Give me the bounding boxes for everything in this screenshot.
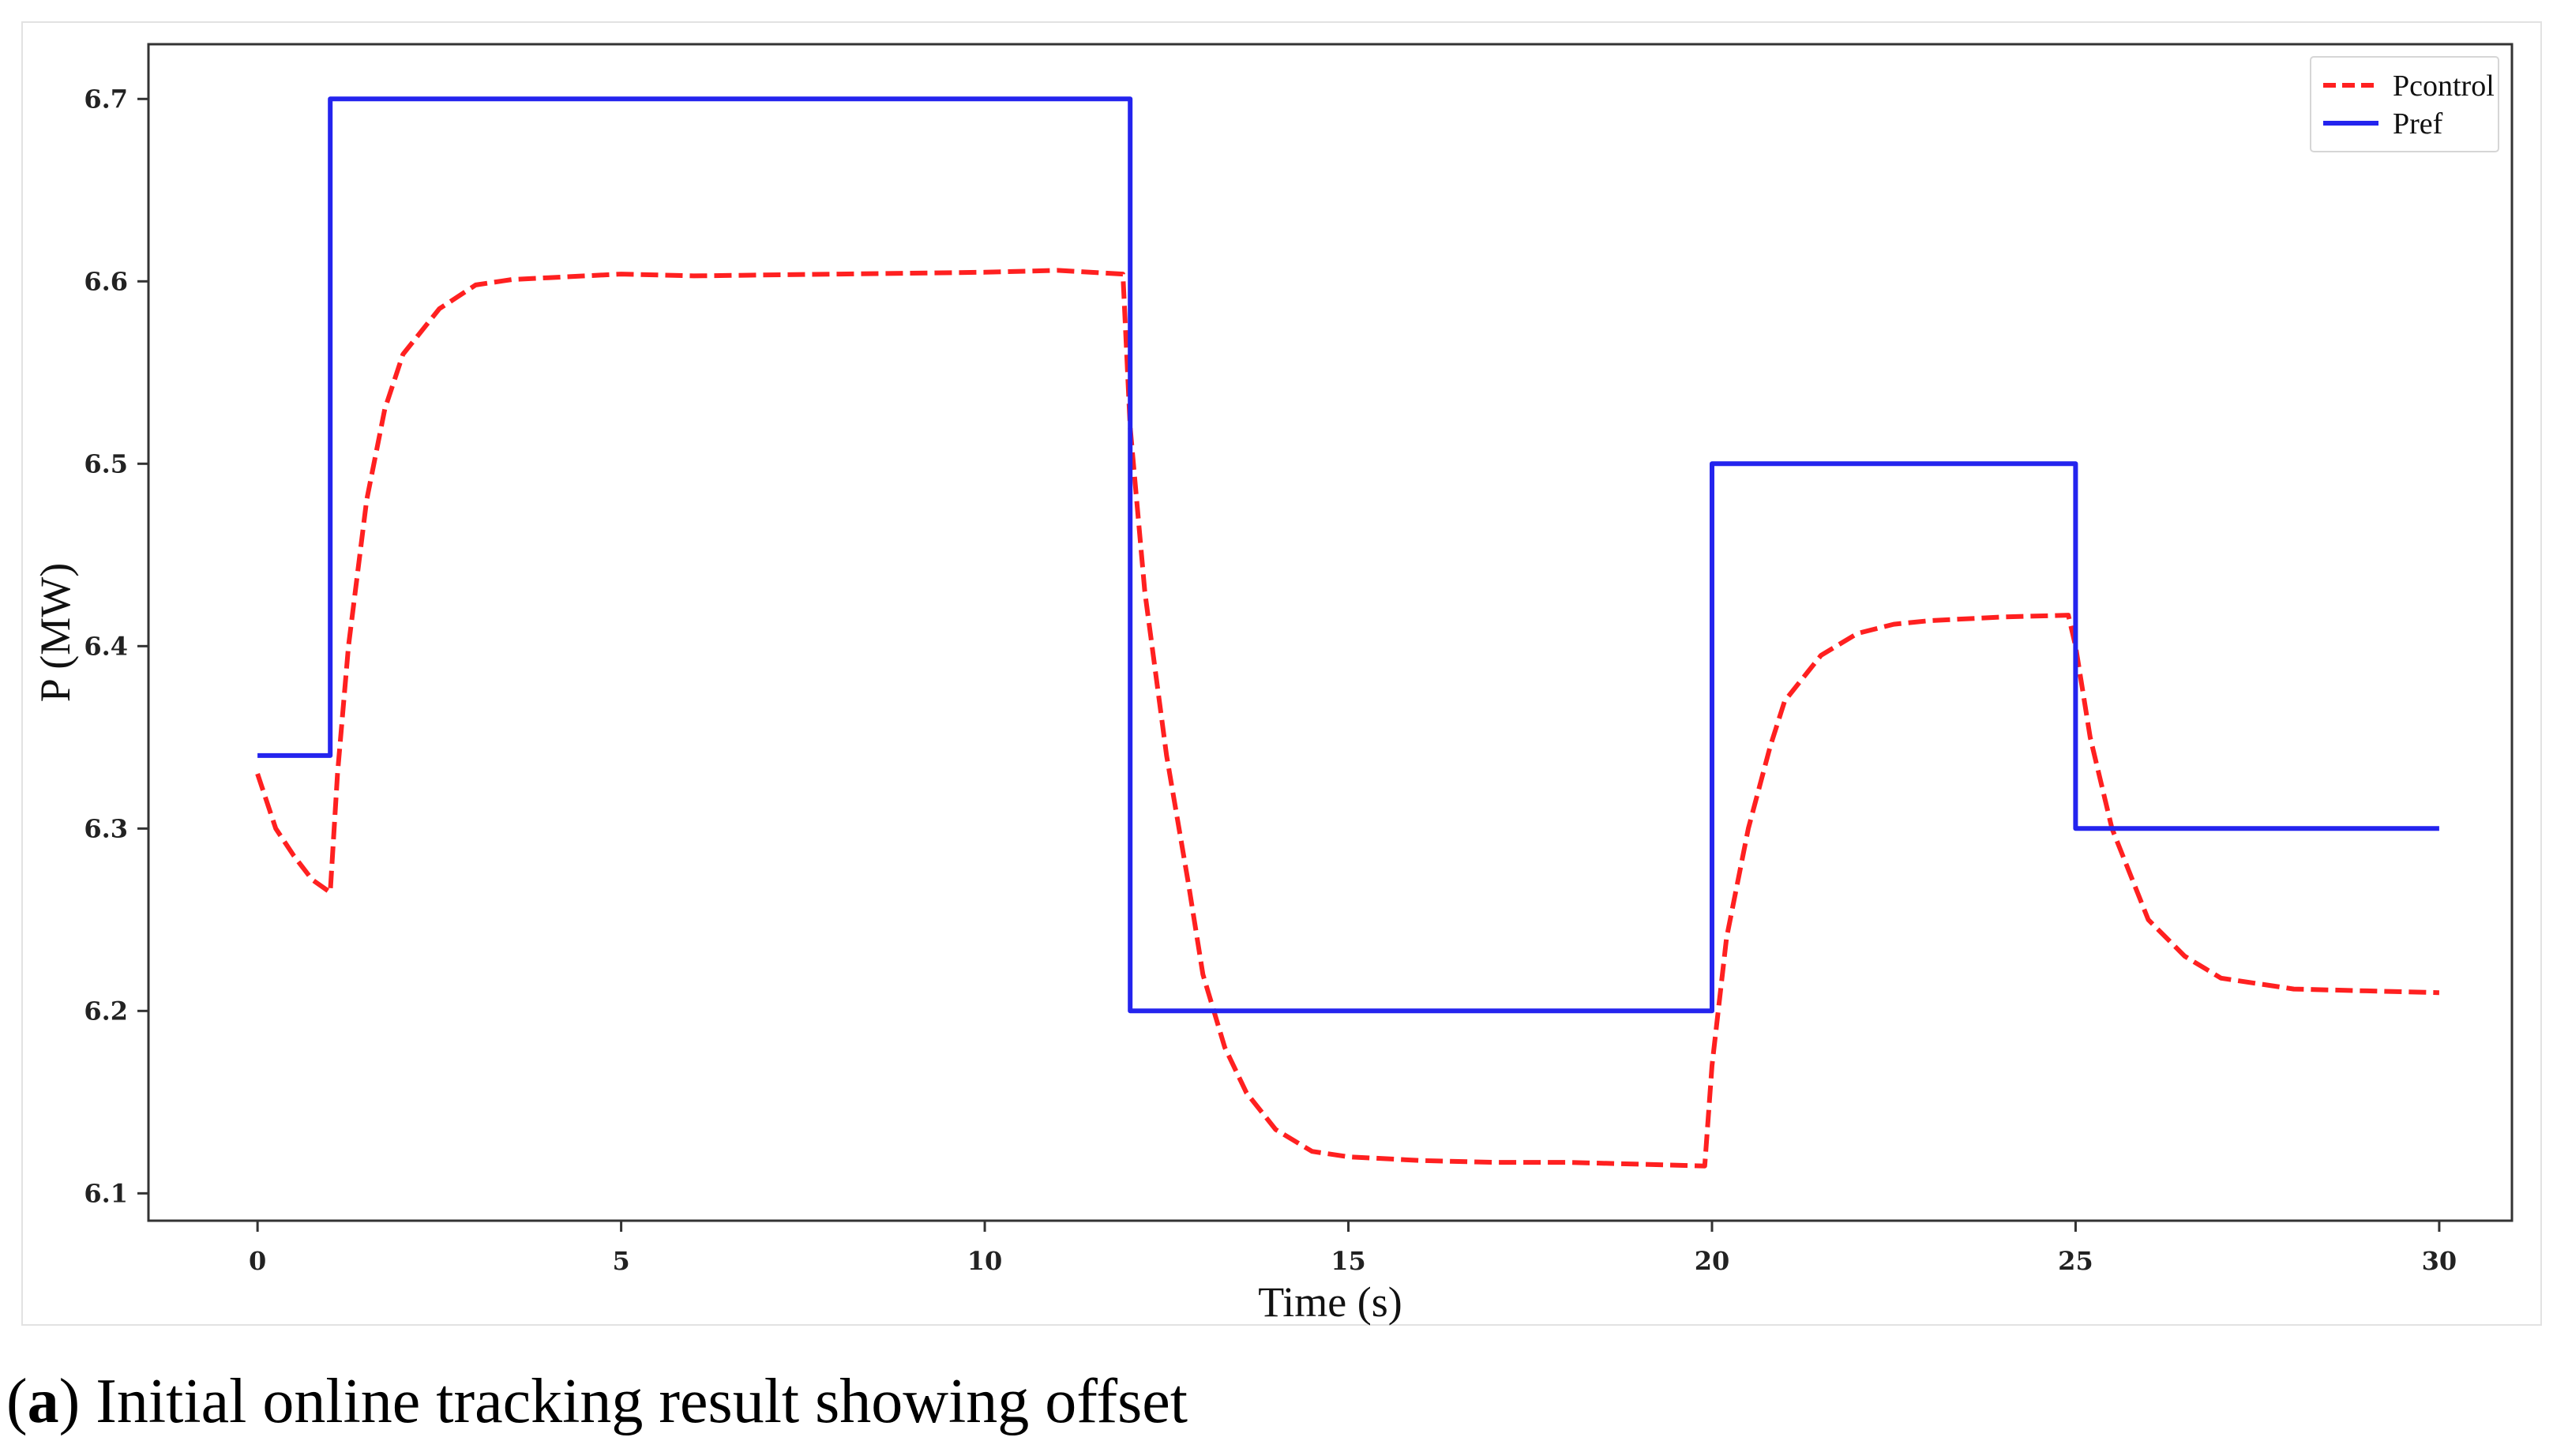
legend-label-pcontrol: Pcontrol: [2393, 69, 2495, 103]
y-tick-label: 6.4: [84, 631, 128, 661]
y-tick-label: 6.2: [84, 996, 128, 1026]
y-tick-label: 6.1: [84, 1178, 128, 1208]
y-tick-label: 6.6: [84, 266, 128, 296]
x-tick-label: 30: [2422, 1246, 2457, 1276]
x-tick-label: 25: [2058, 1246, 2093, 1276]
x-tick-label: 10: [967, 1246, 1003, 1276]
caption-text: Initial online tracking result showing o…: [96, 1367, 1188, 1436]
x-tick-label: 15: [1331, 1246, 1366, 1276]
legend-label-pref: Pref: [2393, 107, 2443, 141]
y-tick-label: 6.3: [84, 813, 128, 843]
y-tick-label: 6.5: [84, 448, 128, 478]
plot-area: [147, 43, 2514, 1222]
x-tick-label: 0: [249, 1246, 266, 1276]
series-line-pref: [257, 96, 2439, 1014]
caption-label: a: [27, 1367, 59, 1436]
line-chart: 0 5 10 15 20 25 30 6.1 6.2 6.3 6.4 6.5 6.6 6.7 Time (s…: [21, 21, 2542, 1326]
figure-caption: (a) Initial online tracking result showi…: [6, 1367, 1188, 1436]
x-axis-title: Time (s): [1258, 1278, 1402, 1326]
y-axis-title: P (MW): [32, 563, 79, 702]
y-tick-label: 6.7: [84, 84, 128, 114]
x-tick-label: 5: [612, 1246, 629, 1276]
legend-box: [2310, 56, 2499, 152]
x-tick-label: 20: [1695, 1246, 1730, 1276]
